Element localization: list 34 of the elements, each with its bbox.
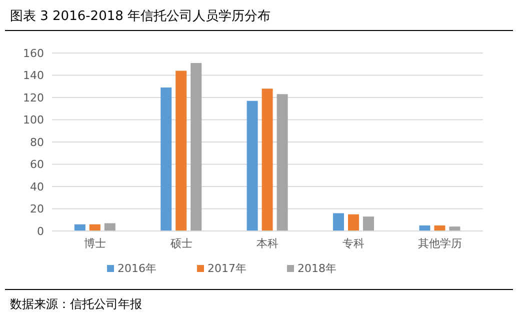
bar: [419, 225, 430, 231]
bar: [276, 94, 288, 231]
x-tick-label: 博士: [84, 236, 106, 250]
source-note: 数据来源：信托公司年报: [10, 296, 142, 313]
x-tick-label: 其他学历: [418, 236, 462, 250]
bar: [104, 223, 116, 231]
bar: [176, 70, 187, 231]
legend-label: 2017年: [208, 262, 246, 275]
bar: [363, 216, 374, 231]
bar: [333, 213, 344, 231]
y-tick-label: 0: [37, 224, 44, 238]
y-tick-label: 120: [23, 91, 44, 104]
y-tick-label: 100: [23, 114, 44, 127]
chart-title: 图表 3 2016-2018 年信托公司人员学历分布: [10, 8, 271, 25]
x-tick-label: 本科: [256, 236, 278, 250]
bar: [89, 224, 100, 231]
y-tick-label: 140: [23, 69, 44, 82]
bar: [262, 88, 273, 231]
bar: [160, 87, 172, 231]
y-tick-label: 40: [30, 180, 44, 194]
legend-label: 2018年: [298, 262, 336, 275]
bar: [434, 225, 446, 231]
legend-label: 2016年: [118, 262, 156, 275]
bar: [449, 226, 460, 231]
y-tick-label: 60: [30, 158, 44, 172]
y-tick-label: 160: [23, 46, 44, 60]
x-tick-label: 硕士: [169, 236, 192, 250]
x-tick-label: 专科: [342, 236, 365, 250]
y-tick-label: 80: [30, 136, 44, 149]
y-tick-label: 20: [30, 202, 44, 216]
bar: [246, 100, 258, 231]
bar: [348, 214, 360, 231]
bar: [190, 63, 202, 231]
bar: [74, 224, 86, 231]
